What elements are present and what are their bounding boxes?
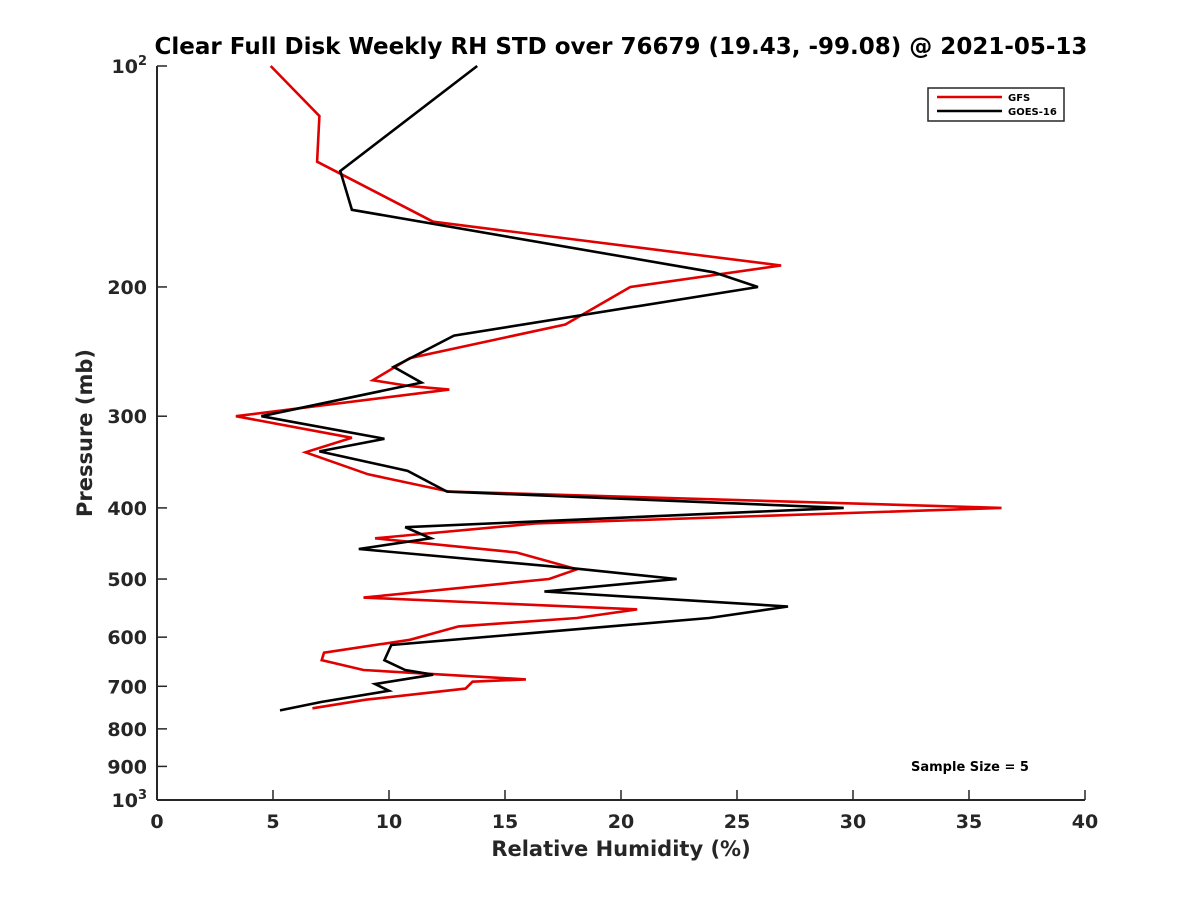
- y-tick-label: 500: [107, 569, 147, 591]
- x-tick-label: 5: [266, 811, 279, 833]
- series-line-gfs: [235, 65, 1002, 710]
- x-tick-label: 35: [956, 811, 982, 833]
- legend-box: [927, 87, 1065, 122]
- y-tick-label: 600: [107, 627, 147, 649]
- chart-title: Clear Full Disk Weekly RH STD over 76679…: [155, 34, 1088, 60]
- y-tick-label: 200: [107, 277, 147, 299]
- y-axis-label: Pressure (mb): [73, 349, 97, 517]
- y-tick-label: 700: [107, 676, 147, 698]
- x-tick-label: 0: [150, 811, 163, 833]
- x-tick-label: 10: [376, 811, 402, 833]
- legend-label-goes16: GOES-16: [1008, 107, 1057, 118]
- y-tick-label: 400: [107, 498, 147, 520]
- x-tick-label: 15: [492, 811, 518, 833]
- x-tick-label: 20: [608, 811, 634, 833]
- legend-label-gfs: GFS: [1008, 93, 1030, 104]
- series-line-goes-16: [261, 64, 844, 712]
- sample-size-annotation: Sample Size = 5: [911, 760, 1029, 775]
- x-tick-label: 30: [840, 811, 866, 833]
- y-tick-label: 900: [107, 756, 147, 778]
- y-tick-label: 300: [107, 406, 147, 428]
- legend: GFS GOES-16: [927, 87, 1065, 122]
- x-tick-label: 40: [1072, 811, 1098, 833]
- x-tick-label: 25: [724, 811, 750, 833]
- x-axis-label: Relative Humidity (%): [491, 837, 750, 861]
- y-tick-label: 800: [107, 719, 147, 741]
